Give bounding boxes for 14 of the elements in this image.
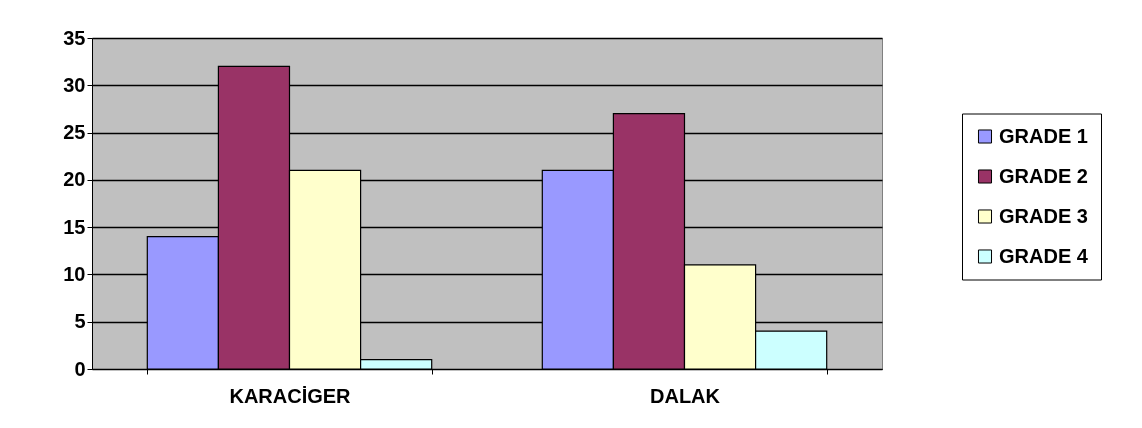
y-tick-label: 20 — [63, 168, 86, 191]
legend-label: GRADE 3 — [999, 204, 1088, 227]
y-tick-label: 25 — [63, 121, 86, 144]
legend-label: GRADE 2 — [999, 164, 1088, 187]
y-tick-label: 15 — [63, 215, 86, 238]
x-tick-label: DALAK — [650, 384, 721, 407]
y-tick-label: 5 — [74, 310, 86, 333]
y-tick-label: 30 — [63, 73, 86, 96]
y-tick-label: 10 — [63, 262, 86, 285]
y-tick-label: 35 — [63, 26, 86, 49]
y-tick-label: 0 — [74, 357, 86, 380]
legend-label: GRADE 1 — [999, 124, 1088, 147]
legend-label: GRADE 4 — [999, 244, 1089, 267]
x-tick-label: KARACİGER — [229, 384, 352, 407]
